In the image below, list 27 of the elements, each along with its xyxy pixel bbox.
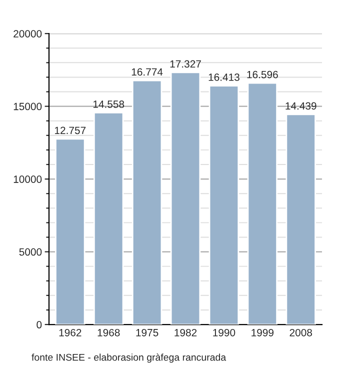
data-label: 14.558 — [93, 100, 124, 108]
x-tick-label: 1982 — [174, 328, 197, 336]
x-tick-label: 1990 — [213, 328, 236, 336]
bar — [208, 85, 240, 325]
data-label: 17.327 — [170, 60, 201, 68]
x-tick-label: 1968 — [98, 328, 120, 336]
bar — [170, 72, 201, 325]
y-tick-label: 0 — [36, 321, 42, 328]
data-label: 16.596 — [247, 70, 278, 78]
data-label: 16.774 — [132, 68, 163, 76]
x-tick-label: 2008 — [290, 328, 312, 336]
y-tick-label: 15000 — [14, 102, 42, 110]
bar — [93, 112, 124, 325]
y-tick-label: 20000 — [14, 30, 42, 38]
bar — [286, 114, 316, 325]
bar — [247, 82, 278, 325]
data-label: 14.439 — [286, 102, 316, 110]
y-tick-label: 10000 — [14, 176, 42, 183]
bar — [55, 138, 86, 325]
x-tick-label: 1975 — [136, 328, 158, 336]
data-label: 16.413 — [208, 74, 240, 81]
x-tick-label: 1999 — [252, 328, 274, 336]
y-tick-label: 5000 — [19, 248, 42, 256]
source-note: fonte INSEE - elaborasion gràfega rancurada — [32, 353, 226, 363]
data-label: 12.757 — [55, 126, 86, 134]
bar — [132, 80, 162, 325]
x-tick-label: 1962 — [59, 328, 82, 336]
